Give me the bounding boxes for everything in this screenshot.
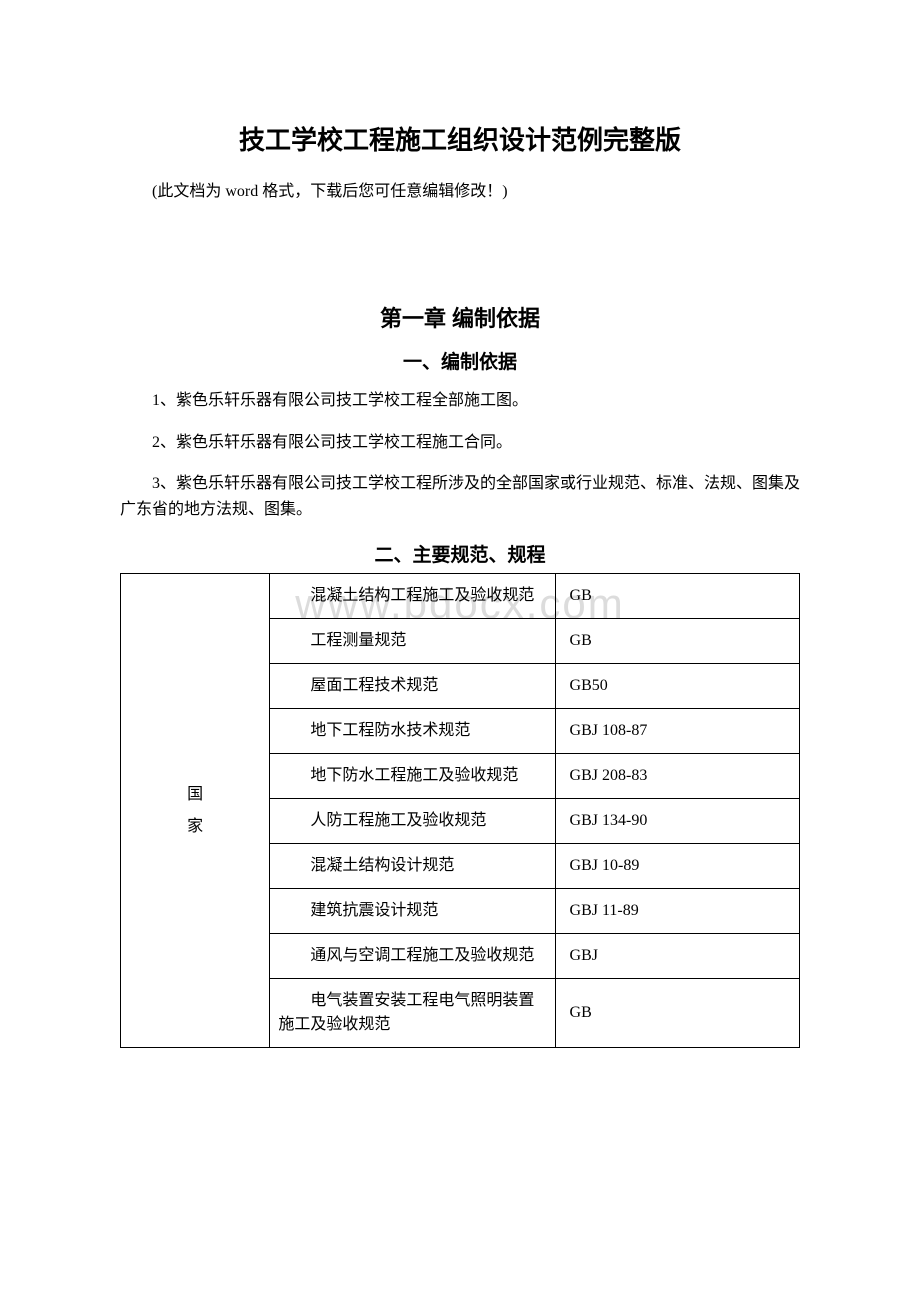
section1-item: 2、紫色乐轩乐器有限公司技工学校工程施工合同。: [120, 430, 800, 456]
document-note: (此文档为 word 格式，下载后您可任意编辑修改！): [120, 177, 800, 201]
category-text-1: 国: [187, 786, 203, 803]
standard-name: 地下工程防水技术规范: [270, 709, 555, 754]
standard-code: GBJ: [555, 934, 799, 979]
section2-title: 二、主要规范、规程: [120, 540, 800, 567]
standard-code: GB: [555, 574, 799, 619]
standards-table: 国 家 混凝土结构工程施工及验收规范 GB 工程测量规范 GB 屋面工程技术规范…: [120, 573, 800, 1048]
standard-name: 建筑抗震设计规范: [270, 889, 555, 934]
standard-name: 工程测量规范: [270, 619, 555, 664]
standard-code: GBJ 11-89: [555, 889, 799, 934]
section1-item: 3、紫色乐轩乐器有限公司技工学校工程所涉及的全部国家或行业规范、标准、法规、图集…: [120, 471, 800, 522]
document-content: 技工学校工程施工组织设计范例完整版 (此文档为 word 格式，下载后您可任意编…: [120, 120, 800, 1048]
standard-code: GB50: [555, 664, 799, 709]
standard-name: 地下防水工程施工及验收规范: [270, 754, 555, 799]
standard-name: 电气装置安装工程电气照明装置施工及验收规范: [270, 979, 555, 1048]
section1-title: 一、编制依据: [120, 347, 800, 374]
standard-name: 混凝土结构工程施工及验收规范: [270, 574, 555, 619]
document-title: 技工学校工程施工组织设计范例完整版: [120, 120, 800, 157]
standard-name: 人防工程施工及验收规范: [270, 799, 555, 844]
standard-code: GB: [555, 619, 799, 664]
standard-name: 屋面工程技术规范: [270, 664, 555, 709]
category-text-2: 家: [187, 818, 203, 835]
table-row: 国 家 混凝土结构工程施工及验收规范 GB: [121, 574, 800, 619]
standard-name: 通风与空调工程施工及验收规范: [270, 934, 555, 979]
standard-code: GBJ 208-83: [555, 754, 799, 799]
standard-code: GBJ 134-90: [555, 799, 799, 844]
section1-item: 1、紫色乐轩乐器有限公司技工学校工程全部施工图。: [120, 388, 800, 414]
category-cell: 国 家: [121, 574, 270, 1048]
standard-name: 混凝土结构设计规范: [270, 844, 555, 889]
standard-code: GB: [555, 979, 799, 1048]
standard-code: GBJ 108-87: [555, 709, 799, 754]
chapter-title: 第一章 编制依据: [120, 301, 800, 333]
standard-code: GBJ 10-89: [555, 844, 799, 889]
